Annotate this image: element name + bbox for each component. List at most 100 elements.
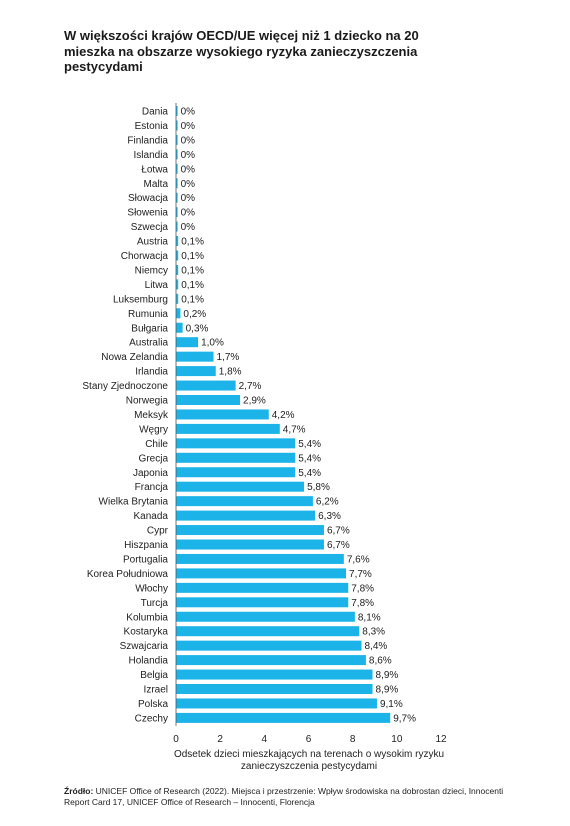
bar — [176, 221, 178, 232]
bar — [176, 106, 178, 116]
value-label: 6,7% — [327, 526, 350, 537]
value-label: 0,1% — [181, 280, 204, 291]
value-label: 7,6% — [347, 554, 370, 565]
value-label: 7,8% — [351, 598, 374, 609]
category-label: Stany Zjednoczone — [82, 381, 168, 392]
value-label: 8,4% — [365, 641, 388, 652]
category-label: Polska — [138, 699, 168, 710]
bar — [176, 293, 179, 304]
bar — [176, 308, 181, 319]
bar — [176, 640, 362, 651]
category-label: Szwecja — [131, 222, 169, 233]
value-label: 7,7% — [349, 569, 372, 580]
value-label: 9,7% — [393, 713, 416, 724]
category-label: Bułgaria — [131, 323, 168, 334]
category-label: Meksyk — [134, 410, 169, 421]
value-label: 5,4% — [298, 453, 321, 464]
bar — [176, 712, 391, 723]
bar — [176, 452, 296, 463]
value-label: 5,4% — [298, 439, 321, 450]
bar — [176, 669, 373, 680]
value-label: 8,6% — [369, 656, 392, 667]
x-axis-ticks: 0 2 4 6 8 10 12 — [173, 734, 447, 745]
bar — [176, 236, 179, 247]
value-label: 0% — [181, 222, 196, 233]
bar — [176, 698, 377, 709]
category-label: Holandia — [129, 656, 169, 667]
value-label: 8,9% — [376, 685, 399, 696]
bar — [176, 264, 179, 275]
bars-group — [176, 106, 391, 723]
value-label: 4,2% — [272, 410, 295, 421]
value-label: 5,4% — [298, 468, 321, 479]
bar — [176, 337, 199, 348]
category-label: Słowacja — [128, 193, 168, 204]
category-label: Nowa Zelandia — [101, 352, 168, 363]
bar — [176, 626, 360, 637]
bar — [176, 149, 178, 160]
x-tick-label: 0 — [173, 734, 179, 745]
category-label: Portugalia — [123, 554, 168, 565]
category-label: Belgia — [140, 670, 168, 681]
x-tick-label: 2 — [217, 734, 223, 745]
category-label: Austria — [137, 237, 169, 248]
x-tick-label: 12 — [435, 734, 447, 745]
category-label: Islandia — [134, 150, 169, 161]
category-label: Wielka Brytania — [99, 497, 169, 508]
category-labels: Dania Estonia Finlandia Islandia Łotwa Malta S… — [82, 107, 169, 725]
category-label: Francja — [135, 482, 169, 493]
bar — [176, 525, 324, 536]
category-label: Słowenia — [127, 208, 168, 219]
category-label: Czechy — [135, 713, 168, 724]
category-label: Grecja — [139, 453, 169, 464]
category-label: Izrael — [144, 685, 168, 696]
x-axis-label-line: zanieczyszczenia pestycydami — [241, 761, 377, 772]
bar — [176, 539, 324, 550]
bar — [176, 423, 280, 434]
bar — [176, 611, 355, 622]
category-label: Rumunia — [128, 309, 168, 320]
category-label: Chorwacja — [121, 251, 169, 262]
bar — [176, 380, 236, 391]
source-note: Źródło: UNICEF Office of Research (2022)… — [64, 786, 524, 808]
value-label: 6,3% — [318, 511, 341, 522]
value-label: 0% — [181, 193, 196, 204]
bar — [176, 655, 366, 666]
chart-title: W większości krajów OECD/UE więcej niż 1… — [64, 28, 419, 74]
value-label: 0,1% — [181, 251, 204, 262]
value-label: 2,7% — [239, 381, 262, 392]
category-label: Finlandia — [127, 135, 168, 146]
category-label: Australia — [129, 338, 168, 349]
bar — [176, 510, 316, 521]
category-label: Kostaryka — [124, 627, 169, 638]
value-label: 0% — [181, 179, 196, 190]
category-label: Norwegia — [126, 396, 169, 407]
value-label: 7,8% — [351, 583, 374, 594]
value-label: 0% — [181, 150, 196, 161]
category-label: Węgry — [139, 424, 168, 435]
category-label: Szwajcaria — [120, 641, 169, 652]
category-label: Japonia — [133, 468, 168, 479]
bar-chart: Dania Estonia Finlandia Islandia Łotwa Malta S… — [82, 103, 447, 772]
category-label: Turcja — [141, 598, 169, 609]
value-label: 0% — [181, 121, 196, 132]
category-label: Luksemburg — [113, 294, 168, 305]
bar — [176, 120, 178, 131]
x-axis-label-line: Odsetek dzieci mieszkających na terenach… — [174, 749, 444, 760]
x-tick-label: 8 — [350, 734, 356, 745]
value-label: 8,3% — [362, 627, 385, 638]
value-label: 1,8% — [219, 367, 242, 378]
bar — [176, 178, 178, 189]
source-text: UNICEF Office of Research (2022). Miejsc… — [64, 786, 504, 807]
bar — [176, 207, 178, 218]
bar — [176, 322, 183, 333]
value-label: 0% — [181, 107, 196, 118]
value-label: 0,3% — [186, 323, 209, 334]
value-label: 1,0% — [201, 338, 224, 349]
x-axis-label: Odsetek dzieci mieszkających na terenach… — [174, 749, 444, 772]
bar — [176, 192, 178, 203]
category-label: Litwa — [145, 280, 169, 291]
value-label: 0% — [181, 135, 196, 146]
category-label: Malta — [144, 179, 169, 190]
bar — [176, 597, 349, 608]
